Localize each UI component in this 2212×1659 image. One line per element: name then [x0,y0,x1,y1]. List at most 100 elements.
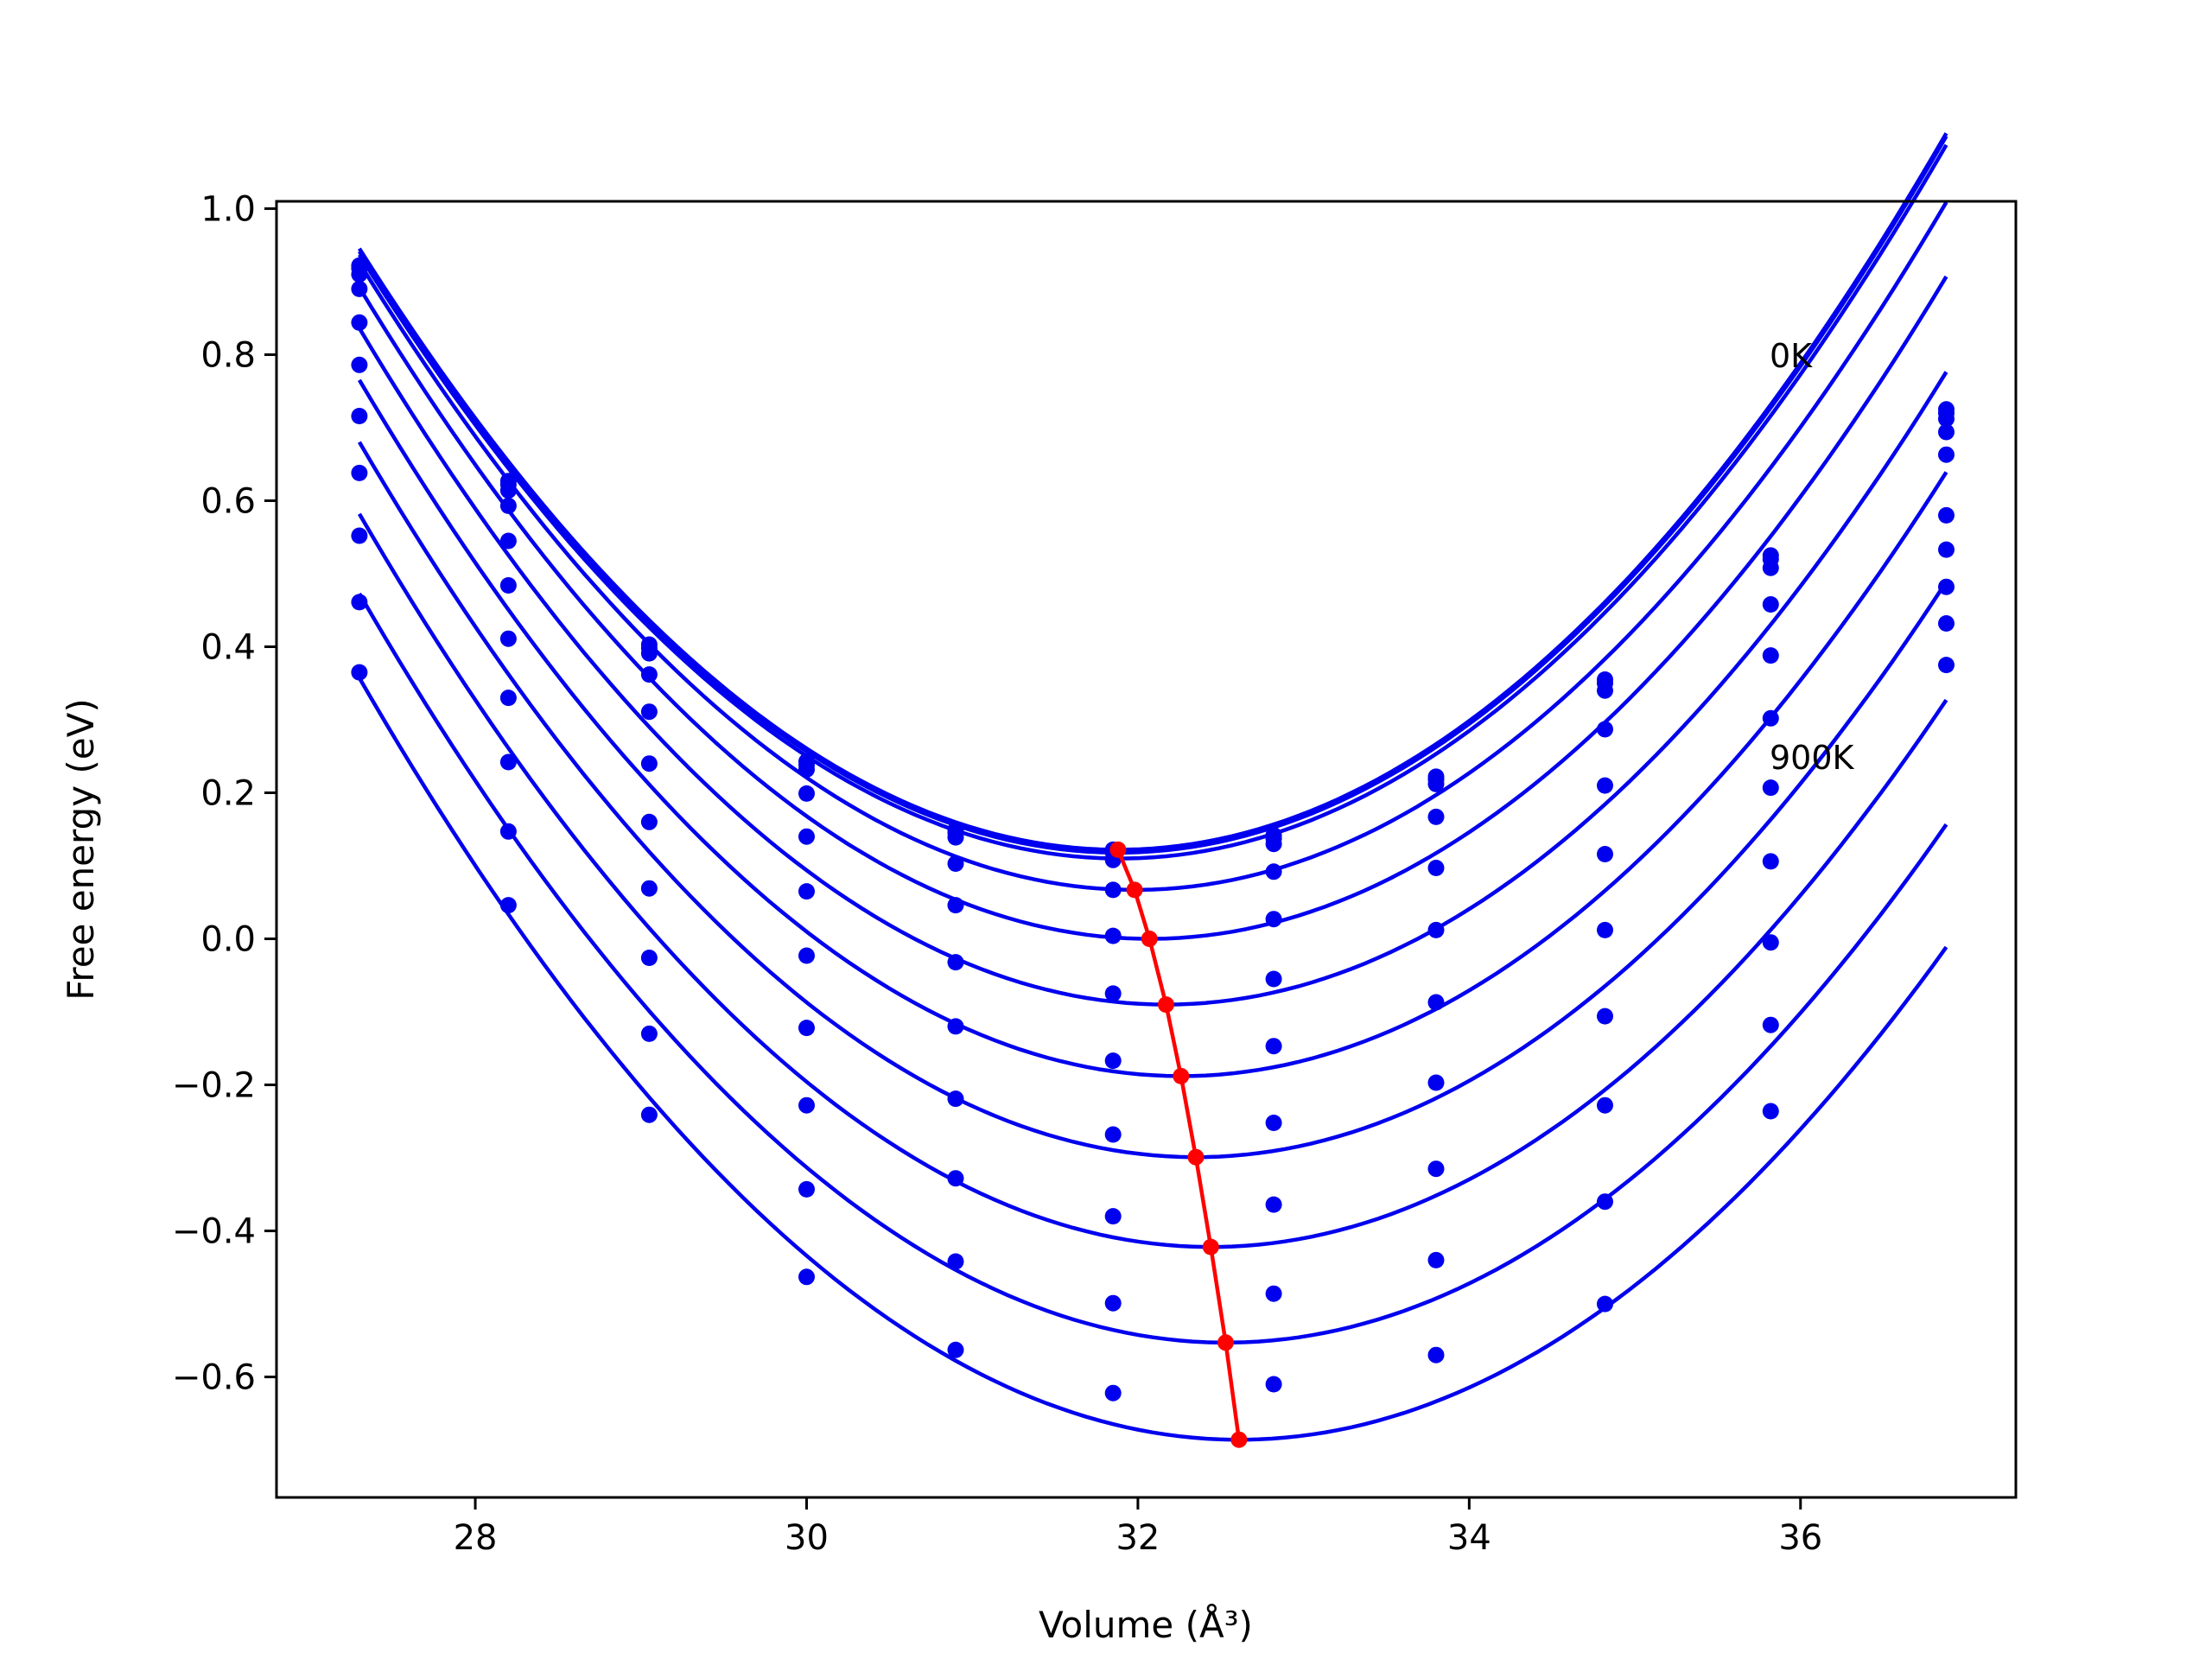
data-point-900k-4 [947,1253,964,1270]
axis-ticks: 28 30 32 34 36 −0.6 −0.4 −0.2 0.0 0.2 0.4 0.6 0.8 1.0 [172,189,1822,1558]
data-point-500k-10 [1938,506,1955,524]
data-point-500k-5 [1104,985,1122,1002]
data-point-900k-8 [1597,1193,1613,1211]
data-point-200k-4 [947,829,964,846]
data-point-400k-0 [351,314,368,331]
data-point-800k-9 [1762,934,1779,951]
minimum-point-4 [1173,1067,1190,1084]
data-point-400k-10 [1938,446,1955,463]
x-tick-label: 30 [785,1518,829,1558]
fit-curve-800k [357,512,1948,1249]
data-point-600k-9 [1762,779,1779,797]
fit-curve-1000k [357,677,1948,1442]
y-tick-label: 1.0 [200,189,256,229]
fit-curve-100k [358,135,1948,855]
data-point-300k-9 [1762,596,1779,613]
data-point-900k-7 [1427,1251,1445,1268]
y-axis-label: Free energy (eV) [60,698,102,1001]
data-point-400k-9 [1762,647,1779,664]
data-point-600k-5 [1104,1052,1122,1070]
y-tick-label: 0.2 [200,774,256,814]
data-point-400k-6 [1265,911,1282,928]
data-point-600k-4 [947,1018,964,1035]
data-point-200k-9 [1762,559,1779,576]
data-point-400k-7 [1427,860,1445,876]
fit-curve-200k [358,143,1948,861]
fit-curve-700k [357,441,1948,1160]
fit-curve-600k [357,378,1948,1078]
data-point-800k-0 [351,527,368,544]
data-point-700k-8 [1597,1007,1613,1025]
data-point-900k-1 [499,823,517,840]
data-point-1000k-9 [1762,1103,1779,1120]
data-point-200k-1 [499,482,517,499]
data-point-600k-8 [1597,921,1613,938]
data-point-900k-0 [351,594,368,611]
data-point-500k-2 [640,755,658,772]
minimum-point-6 [1202,1238,1219,1255]
y-tick-label: 0.6 [200,481,256,521]
data-point-700k-5 [1104,1126,1122,1143]
data-point-300k-0 [351,280,368,297]
data-point-200k-3 [798,761,815,778]
y-tick-label: 0.0 [200,920,256,960]
y-tick-label: −0.4 [172,1212,256,1252]
data-point-800k-4 [947,1170,964,1187]
fit-curve-500k [357,327,1948,1007]
data-point-800k-5 [1104,1208,1122,1225]
data-point-300k-3 [798,785,815,802]
data-point-600k-0 [351,408,368,424]
minimum-point-5 [1187,1148,1205,1166]
data-point-900k-6 [1265,1285,1282,1302]
data-point-200k-6 [1265,836,1282,853]
fit-curve-300k [357,200,1948,893]
annotation-0k: 0K [1770,337,1813,375]
data-point-400k-1 [499,532,517,550]
data-point-900k-3 [798,1180,815,1198]
data-point-800k-10 [1938,615,1955,632]
fit-curve-900k [357,592,1948,1345]
x-tick-label: 32 [1116,1518,1160,1558]
data-point-800k-2 [640,950,658,966]
data-point-700k-1 [499,690,517,707]
data-point-800k-3 [798,1096,815,1114]
data-point-500k-0 [351,356,368,373]
data-point-400k-8 [1597,777,1613,794]
minimum-point-2 [1141,931,1158,947]
data-point-700k-3 [798,1020,815,1037]
data-point-500k-1 [499,577,517,594]
data-point-700k-9 [1762,853,1779,870]
data-point-1000k-4 [947,1341,964,1358]
data-point-400k-4 [947,897,964,914]
data-point-300k-8 [1597,721,1613,738]
data-point-300k-4 [947,855,964,872]
y-tick-label: 0.4 [200,627,256,667]
plot-area [351,132,1955,1448]
data-point-700k-2 [640,880,658,897]
data-point-600k-3 [798,947,815,964]
data-point-300k-7 [1427,808,1445,825]
minimum-point-8 [1230,1431,1248,1448]
data-point-900k-2 [640,1025,658,1042]
data-point-1000k-3 [798,1268,815,1286]
data-point-300k-2 [640,666,658,683]
data-point-1000k-0 [351,664,368,681]
data-point-800k-8 [1597,1096,1613,1114]
data-point-200k-0 [351,266,368,283]
data-point-600k-2 [640,813,658,830]
data-point-300k-10 [1938,423,1955,441]
data-point-1000k-7 [1427,1346,1445,1363]
data-point-700k-4 [947,1090,964,1108]
data-point-900k-5 [1104,1294,1122,1312]
data-point-700k-6 [1265,1115,1282,1131]
data-point-500k-9 [1762,709,1779,727]
data-point-800k-7 [1427,1160,1445,1178]
data-point-1000k-1 [499,897,517,914]
data-point-200k-8 [1597,682,1613,699]
data-point-1000k-5 [1104,1384,1122,1402]
data-point-500k-3 [798,883,815,900]
data-point-700k-7 [1427,1074,1445,1091]
data-point-600k-1 [499,630,517,647]
data-point-600k-10 [1938,541,1955,558]
minimum-point-1 [1126,881,1143,899]
